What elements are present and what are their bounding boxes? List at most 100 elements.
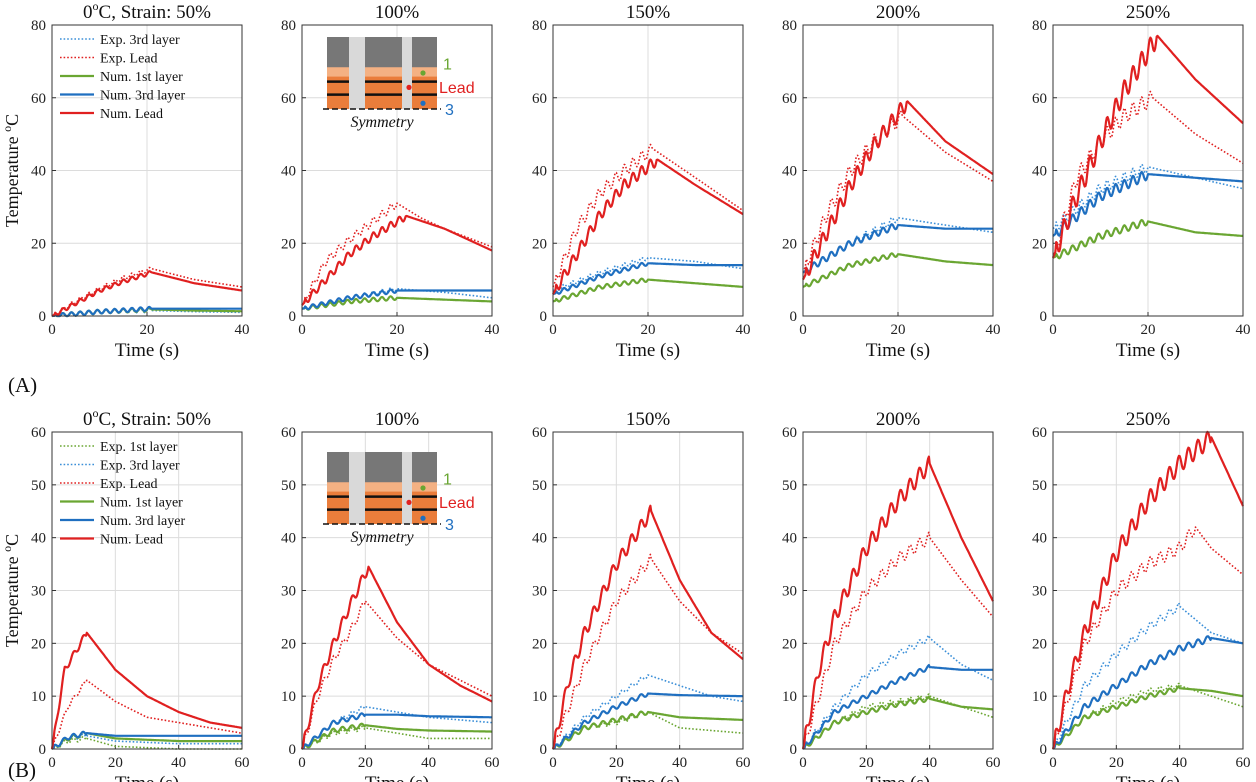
- series-line-exp-1st-layer: [552, 711, 743, 750]
- x-axis-label: Time (s): [115, 773, 179, 782]
- y-tick-label: 50: [281, 478, 296, 494]
- x-tick-label: 0: [799, 755, 807, 771]
- y-tick-label: 0: [790, 742, 798, 758]
- legend-entry: Exp. Lead: [100, 477, 158, 492]
- y-tick-label: 0: [289, 742, 297, 758]
- y-tick-label: 80: [532, 18, 547, 34]
- ylabel-unit: C: [2, 114, 22, 126]
- y-tick-label: 0: [790, 309, 798, 325]
- x-axis-label: Time (s): [1116, 340, 1180, 361]
- legend-entry: Num. Lead: [100, 533, 163, 548]
- y-tick-label: 0: [39, 742, 47, 758]
- inset-point-lead: [406, 84, 412, 90]
- x-tick-label: 0: [48, 322, 56, 338]
- x-axis-label: Time (s): [365, 340, 429, 361]
- x-axis-label: Time (s): [616, 773, 680, 782]
- series-line-num-lead: [1051, 430, 1245, 750]
- y-tick-label: 0: [289, 309, 297, 325]
- inset-schematic: 1 Lead 3 Symmetry: [323, 37, 475, 131]
- y-tick-label: 20: [31, 636, 46, 652]
- series-line-num-lead: [801, 455, 994, 750]
- x-tick-label: 20: [609, 755, 624, 771]
- panel-title: 200%: [876, 409, 921, 430]
- inset-label-lead: Lead: [439, 495, 475, 512]
- series-line-num-lead: [50, 631, 243, 750]
- x-tick-label: 60: [736, 755, 751, 771]
- panel-b-1: 02040600102030405060Time (s)0oC, Strain:…: [0, 406, 250, 782]
- y-tick-label: 60: [31, 425, 46, 441]
- x-tick-label: 20: [108, 755, 123, 771]
- x-tick-label: 20: [1109, 755, 1124, 771]
- series-line-num-lead: [301, 214, 493, 306]
- y-tick-label: 50: [532, 478, 547, 494]
- x-tick-label: 20: [891, 322, 906, 338]
- y-tick-label: 30: [31, 584, 46, 600]
- y-tick-label: 0: [1040, 309, 1048, 325]
- y-tick-label: 50: [31, 478, 46, 494]
- y-tick-label: 0: [540, 309, 548, 325]
- axes-frame: [802, 431, 994, 750]
- series-line-num-lead: [802, 100, 994, 281]
- series-line-exp-lead: [301, 600, 493, 750]
- series-line-num-1st-layer: [552, 710, 744, 750]
- series-line-exp-3rd-layer: [552, 674, 744, 750]
- series-line-exp-3rd-layer: [802, 634, 994, 750]
- x-axis-label: Time (s): [365, 773, 429, 782]
- legend-entry: Exp. 3rd layer: [100, 459, 180, 474]
- axes-frame: [301, 431, 493, 750]
- y-tick-label: 80: [782, 18, 797, 34]
- inset-point-1: [420, 485, 426, 491]
- series-line-num-lead: [300, 565, 493, 750]
- y-tick-label: 60: [1032, 425, 1047, 441]
- series-line-exp-lead: [301, 202, 493, 306]
- y-tick-label: 10: [532, 689, 547, 705]
- series-line-exp-lead: [51, 679, 243, 750]
- ylabel-degree: o: [0, 126, 14, 132]
- panel-title: 200%: [876, 2, 921, 23]
- series-line-num-1st-layer: [301, 295, 493, 311]
- ylabel-degree: o: [0, 546, 14, 552]
- y-tick-label: 80: [31, 18, 46, 34]
- panel-b-3: 0 20 40 60 0 10 20 30 40 50 60 Time (s) 150%: [532, 409, 751, 782]
- panel-a-2: 0 20 40 0 20 40 60 80 Time (s) 100% 1 Lead 3 Symmetry: [281, 2, 500, 361]
- panel-a-3: 0 20 40 0 20 40 60 80 Time (s) 150%: [532, 2, 751, 361]
- x-axis-label: Time (s): [1116, 773, 1180, 782]
- x-tick-label: 0: [48, 755, 56, 771]
- panel-b-4: 0 20 40 60 0 10 20 30 40 50 60 Time (s) 200%: [782, 409, 1001, 782]
- panel-b-5: 0 20 40 60 0 10 20 30 40 50 60 Time (s) 250%: [1032, 409, 1251, 782]
- x-axis-label: Time (s): [866, 773, 930, 782]
- x-tick-label: 20: [358, 755, 373, 771]
- panel-title: 100%: [375, 409, 420, 430]
- y-tick-label: 20: [1032, 636, 1047, 652]
- inset-top-plate: [327, 37, 437, 68]
- y-tick-label: 20: [31, 236, 46, 252]
- inset-gap: [402, 37, 412, 109]
- x-tick-label: 0: [298, 322, 306, 338]
- y-tick-label: 40: [1032, 164, 1047, 180]
- series-line-exp-lead: [51, 266, 243, 317]
- panel-title: 250%: [1126, 2, 1171, 23]
- y-tick-label: 50: [1032, 478, 1047, 494]
- y-axis-label: Temperature oC: [0, 534, 22, 647]
- series-line-num-1st-layer: [802, 252, 994, 288]
- panel-title: 0oC, Strain: 50%: [83, 406, 211, 430]
- y-tick-label: 60: [782, 91, 797, 107]
- series-line-exp-lead: [802, 531, 994, 750]
- y-tick-label: 40: [782, 531, 797, 547]
- title-part: C, Strain: 50%: [99, 2, 212, 23]
- axes-frame: [301, 24, 493, 317]
- title-part: C, Strain: 50%: [99, 409, 212, 430]
- y-tick-label: 20: [532, 236, 547, 252]
- y-tick-label: 30: [532, 584, 547, 600]
- series-line-exp-lead: [552, 143, 744, 288]
- y-tick-label: 20: [782, 236, 797, 252]
- series-line-num-3rd-layer: [301, 288, 493, 311]
- inset-label-lead: Lead: [439, 80, 475, 97]
- x-tick-label: 0: [1049, 322, 1057, 338]
- inset-label-3: 3: [445, 102, 454, 119]
- y-tick-label: 40: [532, 531, 547, 547]
- axes-frame: [552, 24, 744, 317]
- inset-lead-core: [349, 452, 365, 524]
- y-tick-label: 10: [281, 689, 296, 705]
